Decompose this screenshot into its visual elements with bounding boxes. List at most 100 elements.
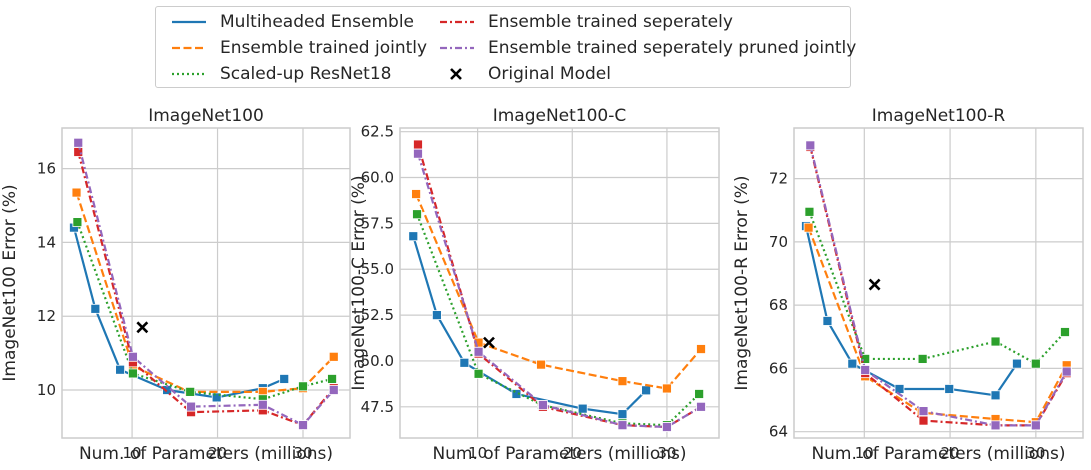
series-line-ensemble-trained-seperately-pruned-jointly [809, 145, 1068, 427]
legend-swatch-dashdot-line [440, 46, 474, 50]
y-tick-label: 68 [769, 296, 788, 314]
original-model-marker [483, 336, 495, 349]
series-line-ensemble-trained-seperately [809, 146, 1068, 427]
legend-label: Ensemble trained seperately pruned joint… [488, 38, 857, 58]
data-point-ensemble-trained-seperately [918, 415, 929, 426]
data-point-scaled-up-resnet18 [412, 209, 422, 220]
data-point-ensemble-trained-seperately-pruned-jointly [990, 420, 1001, 431]
legend: Multiheaded Ensemble Ensemble trained jo… [155, 6, 856, 88]
legend-label: Scaled-up ResNet18 [220, 64, 392, 84]
subplot-3: 10 20 30 64 66 68 70 72 ImageNet100-R Num. of Par… [732, 106, 1084, 464]
legend-item-original-model: Original Model [438, 62, 611, 86]
y-axis-label: ImageNet100-C Error (%) [349, 175, 369, 390]
data-point-ensemble-trained-seperately-pruned-jointly [1030, 420, 1041, 431]
y-tick-label: 57.5 [361, 214, 394, 232]
y-tick-label: 62.5 [361, 123, 394, 141]
data-point-scaled-up-resnet18 [72, 217, 83, 228]
data-point-scaled-up-resnet18 [298, 381, 308, 392]
data-point-ensemble-trained-jointly [617, 376, 628, 387]
data-point-ensemble-trained-seperately-pruned-jointly [696, 401, 706, 412]
legend-swatch-dotted-line [172, 72, 206, 76]
series-line-ensemble-trained-jointly [807, 227, 1068, 424]
data-point-multiheaded-ensemble [459, 357, 470, 368]
y-tick-label: 10 [37, 381, 56, 399]
data-point-scaled-up-resnet18 [1060, 327, 1070, 337]
series-line-ensemble-trained-seperately-pruned-jointly [416, 153, 702, 429]
data-point-ensemble-trained-seperately-pruned-jointly [860, 365, 871, 375]
legend-label: Original Model [488, 64, 611, 84]
x-tick-label: 10 [468, 444, 487, 462]
data-point-scaled-up-resnet18 [1030, 358, 1041, 369]
series-line-scaled-up-resnet18 [416, 213, 700, 427]
data-point-ensemble-trained-jointly [328, 351, 339, 362]
data-point-scaled-up-resnet18 [990, 336, 1001, 347]
x-axis-label: Num. of Parameters (millions) [79, 444, 333, 464]
original-model-marker [868, 278, 881, 291]
series-line-multiheaded-ensemble [804, 225, 1018, 397]
data-point-scaled-up-resnet18 [128, 368, 138, 379]
subplot-title: ImageNet100 [148, 106, 264, 126]
data-point-multiheaded-ensemble [894, 384, 905, 394]
series-line-multiheaded-ensemble [72, 227, 285, 399]
x-tick-label: 20 [563, 444, 582, 462]
x-tick-label: 30 [293, 444, 312, 462]
data-point-multiheaded-ensemble [617, 409, 628, 420]
y-tick-label: 66 [769, 359, 788, 377]
y-tick-label: 72 [769, 170, 788, 188]
x-tick-label: 10 [855, 444, 874, 462]
x-tick-label: 30 [657, 444, 676, 462]
series-line-ensemble-trained-seperately [416, 144, 702, 429]
data-point-ensemble-trained-seperately-pruned-jointly [662, 422, 672, 432]
legend-swatch-solid-line [172, 20, 206, 24]
legend-label: Multiheaded Ensemble [220, 12, 415, 32]
data-point-ensemble-trained-jointly [536, 359, 546, 370]
data-point-multiheaded-ensemble [408, 231, 419, 242]
y-tick-label: 47.5 [361, 398, 394, 416]
data-point-ensemble-trained-jointly [662, 383, 672, 394]
data-point-ensemble-trained-seperately-pruned-jointly [298, 420, 308, 430]
y-axis-label: ImageNet100 Error (%) [0, 184, 20, 381]
data-point-ensemble-trained-seperately-pruned-jointly [617, 420, 628, 431]
data-point-scaled-up-resnet18 [804, 206, 815, 217]
legend-label: Ensemble trained seperately [488, 12, 733, 32]
data-point-ensemble-trained-seperately-pruned-jointly [128, 351, 138, 362]
y-tick-label: 12 [37, 307, 56, 325]
data-point-ensemble-trained-seperately-pruned-jointly [186, 401, 196, 412]
data-point-ensemble-trained-seperately-pruned-jointly [805, 140, 816, 151]
legend-item-scaled-up-resnet18: Scaled-up ResNet18 [170, 62, 391, 86]
x-tick-label: 10 [123, 444, 142, 462]
data-point-scaled-up-resnet18 [694, 389, 705, 399]
plot-frame [399, 127, 720, 439]
x-mark-stroke [868, 278, 881, 291]
y-axis-label: ImageNet100-R Error (%) [732, 175, 752, 390]
legend-swatch-x-marker [450, 68, 462, 80]
data-point-multiheaded-ensemble [90, 303, 101, 314]
x-mark-stroke [136, 321, 149, 334]
series-line-ensemble-trained-jointly [75, 192, 335, 393]
data-point-scaled-up-resnet18 [185, 386, 196, 397]
data-point-ensemble-trained-seperately-pruned-jointly [413, 148, 423, 159]
data-point-scaled-up-resnet18 [473, 368, 484, 379]
data-point-ensemble-trained-seperately-pruned-jointly [257, 399, 268, 410]
data-point-scaled-up-resnet18 [327, 374, 337, 384]
y-tick-label: 14 [37, 233, 56, 251]
subplot-2: 10 20 30 47.5 50.0 52.5 55.0 57.5 60.0 62.5 ImageN… [349, 106, 720, 464]
x-mark-stroke [483, 336, 495, 349]
x-axis-label: Num. of Parameters (millions) [432, 444, 686, 464]
series-line-scaled-up-resnet18 [808, 211, 1066, 365]
data-point-multiheaded-ensemble [115, 364, 126, 375]
legend-item-multiheaded-ensemble: Multiheaded Ensemble [170, 10, 414, 34]
data-point-multiheaded-ensemble [847, 358, 858, 369]
data-point-ensemble-trained-seperately-pruned-jointly [918, 406, 929, 417]
data-point-ensemble-trained-jointly [696, 344, 706, 354]
y-tick-label: 64 [769, 423, 788, 441]
data-point-ensemble-trained-jointly [411, 189, 421, 199]
data-point-ensemble-trained-seperately-pruned-jointly [538, 400, 548, 410]
subplot-title: ImageNet100-C [493, 106, 627, 126]
plot-frame [61, 127, 351, 439]
y-tick-label: 50.0 [361, 352, 394, 370]
x-tick-label: 20 [941, 444, 960, 462]
data-point-multiheaded-ensemble [511, 389, 522, 399]
x-tick-label: 30 [1026, 444, 1045, 462]
